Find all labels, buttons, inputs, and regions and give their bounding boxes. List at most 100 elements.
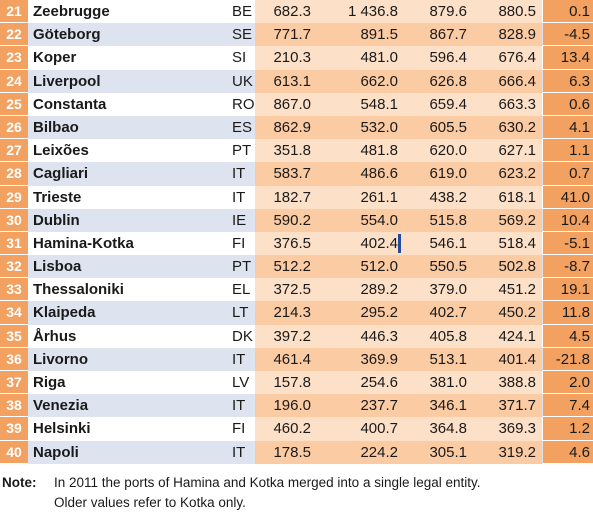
value-cell-v3: 379.0 — [429, 281, 467, 299]
value-cell-v3: 659.4 — [429, 95, 467, 113]
table-row: 23 Koper SI 210.3 481.0 596.4 676.4 13.4 — [0, 46, 593, 70]
value-cell-v2: 481.0 — [360, 49, 398, 67]
value-cell-v3: 364.8 — [429, 420, 467, 438]
value-band — [255, 115, 542, 140]
value-cell-v4: 424.1 — [498, 327, 536, 345]
country-code: IT — [232, 350, 246, 368]
value-cell-v2: 548.1 — [360, 95, 398, 113]
port-name: Klaipeda — [33, 304, 96, 322]
table-row: 39 Helsinki FI 460.2 400.7 364.8 369.3 1.2 — [0, 417, 593, 441]
rank-cell: 27 — [0, 139, 28, 163]
table-row: 28 Cagliari IT 583.7 486.6 619.0 623.2 0.7 — [0, 162, 593, 186]
country-code: IT — [232, 165, 246, 183]
country-code: RO — [232, 95, 255, 113]
note-line-2: Older values refer to Kotka only. — [54, 495, 246, 510]
value-cell-v4: 369.3 — [498, 420, 536, 438]
country-code: FI — [232, 234, 246, 252]
table-row: 34 Klaipeda LT 214.3 295.2 402.7 450.2 11.8 — [0, 301, 593, 325]
value-band — [255, 347, 542, 371]
value-cell-v2: 254.6 — [360, 374, 398, 391]
change-cell: 1.1 — [543, 139, 593, 163]
change-cell: 0.6 — [543, 92, 593, 116]
value-cell-v4: 450.2 — [498, 304, 536, 322]
value-band — [255, 92, 542, 116]
country-code: PT — [232, 258, 252, 276]
table-row: 37 Riga LV 157.8 254.6 381.0 388.8 2.0 — [0, 371, 593, 395]
table-row: 27 Leixões PT 351.8 481.8 620.0 627.1 1.1 — [0, 139, 593, 163]
value-cell-v4: 663.3 — [498, 95, 536, 113]
value-band — [255, 46, 542, 70]
country-code: EL — [232, 281, 251, 299]
country-code: IT — [232, 188, 246, 206]
value-cell-v3: 626.8 — [429, 72, 467, 90]
value-band — [255, 255, 542, 279]
rank-cell: 37 — [0, 371, 28, 395]
value-cell-v4: 388.8 — [498, 374, 536, 391]
table-row: 38 Venezia IT 196.0 237.7 346.1 371.7 7.4 — [0, 394, 593, 418]
value-cell-v2: 486.6 — [360, 165, 398, 183]
change-cell: 4.1 — [543, 115, 593, 140]
table-row: 33 Thessaloniki EL 372.5 289.2 379.0 451.2 19.1 — [0, 278, 593, 302]
value-cell-v4: 828.9 — [498, 26, 536, 44]
port-name: Liverpool — [33, 72, 101, 90]
rank-cell: 40 — [0, 440, 28, 464]
value-cell-v4: 371.7 — [498, 397, 536, 415]
value-band — [255, 69, 542, 93]
value-cell-v1: 376.5 — [273, 234, 311, 252]
series-break-marker — [398, 233, 401, 253]
port-name: Koper — [33, 49, 77, 67]
country-code: IT — [232, 397, 246, 415]
table-row: 26 Bilbao ES 862.9 532.0 605.5 630.2 4.1 — [0, 115, 593, 140]
value-cell-v4: 623.2 — [498, 165, 536, 183]
value-cell-v2: 1 436.8 — [347, 3, 398, 20]
note-text: In 2011 the ports of Hamina and Kotka me… — [54, 473, 574, 513]
value-cell-v4: 502.8 — [498, 258, 536, 276]
country-code: IE — [232, 211, 247, 229]
table-row: 30 Dublin IE 590.2 554.0 515.8 569.2 10.4 — [0, 208, 593, 232]
country-code: IT — [232, 443, 246, 461]
change-cell: 6.3 — [543, 69, 593, 93]
rank-cell: 34 — [0, 301, 28, 325]
change-cell: 0.1 — [543, 0, 593, 24]
value-band — [255, 162, 542, 186]
port-name: Helsinki — [33, 420, 91, 438]
value-cell-v2: 446.3 — [360, 327, 398, 345]
value-band — [255, 139, 542, 163]
rank-cell: 38 — [0, 394, 28, 418]
port-name: Zeebrugge — [33, 3, 110, 20]
value-band — [255, 208, 542, 232]
value-cell-v4: 880.5 — [498, 3, 536, 20]
value-cell-v1: 351.8 — [273, 142, 311, 160]
country-code: SE — [232, 26, 253, 44]
port-name: Riga — [33, 374, 66, 391]
value-cell-v3: 402.7 — [429, 304, 467, 322]
value-band — [255, 417, 542, 441]
port-name: Århus — [33, 327, 77, 345]
change-cell: -4.5 — [543, 23, 593, 47]
port-name: Dublin — [33, 211, 80, 229]
value-cell-v2: 289.2 — [360, 281, 398, 299]
value-band — [255, 0, 542, 24]
value-cell-v4: 518.4 — [498, 234, 536, 252]
country-code: FI — [232, 420, 246, 438]
value-cell-v3: 550.5 — [429, 258, 467, 276]
country-code: LT — [232, 304, 249, 322]
value-cell-v1: 590.2 — [273, 211, 311, 229]
rank-cell: 24 — [0, 69, 28, 93]
table-row: 29 Trieste IT 182.7 261.1 438.2 618.1 41.0 — [0, 185, 593, 209]
change-cell: 19.1 — [543, 278, 593, 302]
rank-cell: 21 — [0, 0, 28, 24]
rank-cell: 26 — [0, 115, 28, 140]
value-cell-v3: 305.1 — [429, 443, 467, 461]
ports-table: 21 Zeebrugge BE 682.3 1 436.8 879.6 880.5 0.1 22… — [0, 0, 593, 464]
rank-cell: 23 — [0, 46, 28, 70]
value-cell-v4: 401.4 — [498, 350, 536, 368]
port-name: Napoli — [33, 443, 79, 461]
value-cell-v3: 513.1 — [429, 350, 467, 368]
country-code: DK — [232, 327, 253, 345]
value-cell-v1: 214.3 — [273, 304, 311, 322]
value-cell-v4: 569.2 — [498, 211, 536, 229]
value-band — [255, 23, 542, 47]
value-cell-v2: 224.2 — [360, 443, 398, 461]
value-cell-v1: 613.1 — [273, 72, 311, 90]
